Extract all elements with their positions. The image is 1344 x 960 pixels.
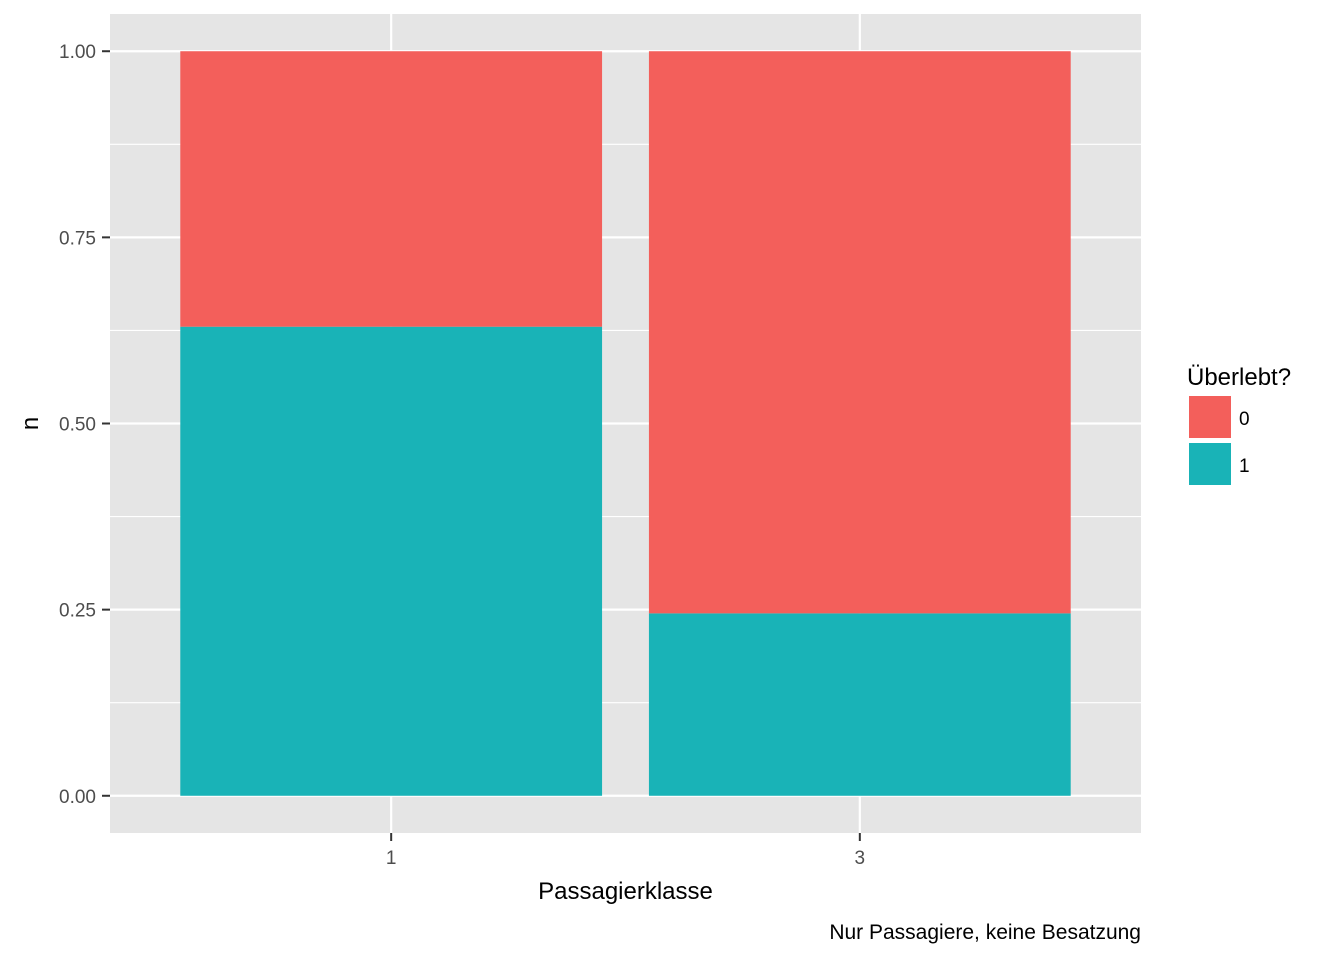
- x-axis-title: Passagierklasse: [538, 878, 713, 905]
- x-tick-label: 1: [386, 848, 397, 869]
- y-tick-label: 0.25: [59, 601, 96, 622]
- y-tick-label: 0.75: [59, 228, 96, 249]
- legend-key-1: [1189, 443, 1231, 485]
- bars: [180, 51, 1071, 796]
- legend-label-0: 0: [1239, 409, 1250, 430]
- bar-segment-class-3-survived-1: [648, 613, 1071, 796]
- bar-segment-class-3-survived-0: [648, 51, 1071, 614]
- legend-label-1: 1: [1239, 456, 1250, 477]
- legend-title: Überlebt?: [1187, 364, 1291, 391]
- chart-caption: Nur Passagiere, keine Besatzung: [829, 921, 1141, 944]
- bar-segment-class-1-survived-1: [180, 326, 603, 796]
- y-tick-label: 0.00: [59, 787, 96, 808]
- y-tick-label: 0.50: [59, 415, 96, 436]
- y-axis: 0.00 0.25 0.50 0.75 1.00: [59, 42, 110, 808]
- x-tick-label: 3: [855, 848, 866, 869]
- legend: Überlebt? 0 1: [1187, 364, 1291, 485]
- y-tick-label: 1.00: [59, 42, 96, 63]
- legend-key-0: [1189, 396, 1231, 438]
- y-axis-title: n: [17, 417, 44, 430]
- bar-segment-class-1-survived-0: [180, 51, 603, 327]
